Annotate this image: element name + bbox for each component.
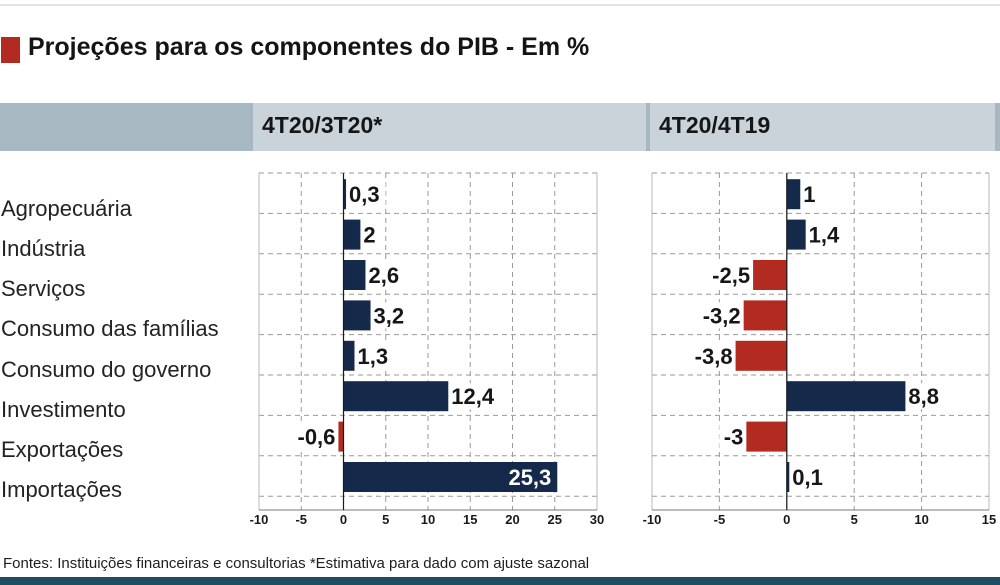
bar — [343, 179, 347, 210]
x-tick-label: -5 — [714, 512, 726, 527]
value-label-background — [367, 262, 405, 288]
category-label: Indústria — [1, 236, 86, 261]
value-label: 1,3 — [357, 344, 388, 369]
value-label-background — [907, 383, 945, 410]
header-cell-right — [650, 103, 995, 151]
x-tick-label: 10 — [914, 512, 928, 527]
bar — [343, 300, 371, 331]
value-label-background — [286, 423, 337, 450]
value-label: -3 — [724, 425, 744, 450]
x-tick-label: -10 — [643, 512, 662, 527]
x-tick-label: 0 — [340, 512, 347, 527]
bar — [343, 462, 558, 492]
x-tick-label: 25 — [548, 512, 562, 527]
value-label-background — [807, 221, 846, 248]
bar — [786, 179, 801, 210]
value-label: -0,6 — [298, 425, 336, 450]
bar — [746, 421, 787, 452]
value-label-background — [701, 262, 752, 288]
footer-source: Fontes: Instituições financeiras e consu… — [3, 555, 590, 572]
value-label: 1,4 — [809, 223, 840, 248]
top-rule — [0, 4, 1000, 6]
value-label: -3,2 — [703, 303, 741, 328]
bar — [753, 260, 787, 290]
bar — [786, 219, 806, 250]
value-label: -2,5 — [712, 263, 750, 288]
category-label: Consumo do governo — [1, 357, 212, 382]
title-marker — [1, 37, 20, 63]
bar — [343, 340, 355, 371]
bar — [343, 219, 361, 250]
value-label: 8,8 — [908, 384, 939, 409]
x-tick-label: 15 — [463, 512, 477, 527]
value-label: 12,4 — [451, 384, 495, 409]
value-label: 0,1 — [792, 465, 823, 490]
panel-title-right: 4T20/4T19 — [659, 112, 771, 138]
header-cell-left — [253, 103, 646, 151]
value-label: 0,3 — [349, 182, 380, 207]
x-tick-label: 0 — [783, 512, 790, 527]
bar — [735, 340, 787, 371]
bar — [743, 300, 787, 331]
chart-title: Projeções para os componentes do PIB - E… — [28, 33, 590, 61]
value-label-background — [802, 181, 815, 208]
x-tick-label: -10 — [250, 512, 269, 527]
value-label-background — [356, 342, 394, 369]
value-label-background — [348, 181, 386, 208]
x-tick-label: 15 — [982, 512, 996, 527]
x-tick-label: 20 — [505, 512, 519, 527]
category-label: Importações — [1, 477, 123, 502]
bar — [786, 381, 906, 412]
value-label-background — [362, 221, 375, 248]
value-label: 25,3 — [508, 465, 551, 490]
bottom-rule — [0, 577, 1000, 585]
value-label-background — [791, 464, 829, 490]
bar — [343, 260, 366, 290]
value-label-background — [719, 423, 745, 450]
bar — [343, 381, 449, 412]
x-tick-label: 5 — [382, 512, 389, 527]
category-label: Exportações — [1, 437, 124, 462]
x-tick-label: 5 — [851, 512, 858, 527]
category-label: Serviços — [1, 276, 86, 301]
value-label: 2,6 — [368, 263, 399, 288]
value-label: 2 — [363, 223, 375, 248]
value-label-background — [372, 302, 411, 329]
chart-canvas: -10 -5 0 5 10 15 20 25 300,322,63,21,312,4-0,625… — [250, 172, 996, 527]
value-label-background — [691, 302, 742, 329]
bar — [786, 462, 790, 492]
value-label-background — [683, 342, 734, 369]
bar — [338, 421, 344, 452]
x-tick-label: -5 — [295, 512, 307, 527]
value-label-background — [450, 383, 501, 410]
value-label: -3,8 — [695, 344, 733, 369]
value-label: 3,2 — [374, 303, 405, 328]
panel-title-left: 4T20/3T20* — [262, 112, 383, 138]
category-label: Agropecuária — [1, 196, 132, 221]
x-tick-label: 10 — [421, 512, 435, 527]
x-tick-label: 30 — [590, 512, 604, 527]
category-label: Investimento — [1, 397, 126, 422]
category-label: Consumo das famílias — [1, 316, 219, 341]
value-label: 1 — [803, 182, 815, 207]
